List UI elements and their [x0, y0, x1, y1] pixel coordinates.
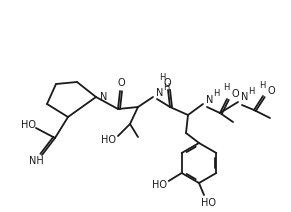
Text: N: N: [206, 95, 213, 105]
Text: H: H: [223, 84, 229, 92]
Text: HO: HO: [152, 180, 167, 190]
Text: H: H: [159, 73, 165, 81]
Text: H: H: [163, 82, 169, 92]
Text: H: H: [248, 86, 254, 95]
Text: O: O: [117, 78, 125, 88]
Text: N: N: [100, 92, 107, 102]
Text: H: H: [259, 81, 265, 91]
Text: HO: HO: [20, 120, 36, 130]
Text: HO: HO: [102, 135, 116, 145]
Text: N: N: [241, 92, 249, 102]
Text: HO: HO: [201, 198, 217, 208]
Text: NH: NH: [29, 156, 43, 166]
Text: O: O: [267, 86, 275, 96]
Text: O: O: [163, 78, 171, 88]
Text: H: H: [213, 88, 219, 98]
Text: N: N: [156, 88, 163, 98]
Text: O: O: [231, 89, 239, 99]
